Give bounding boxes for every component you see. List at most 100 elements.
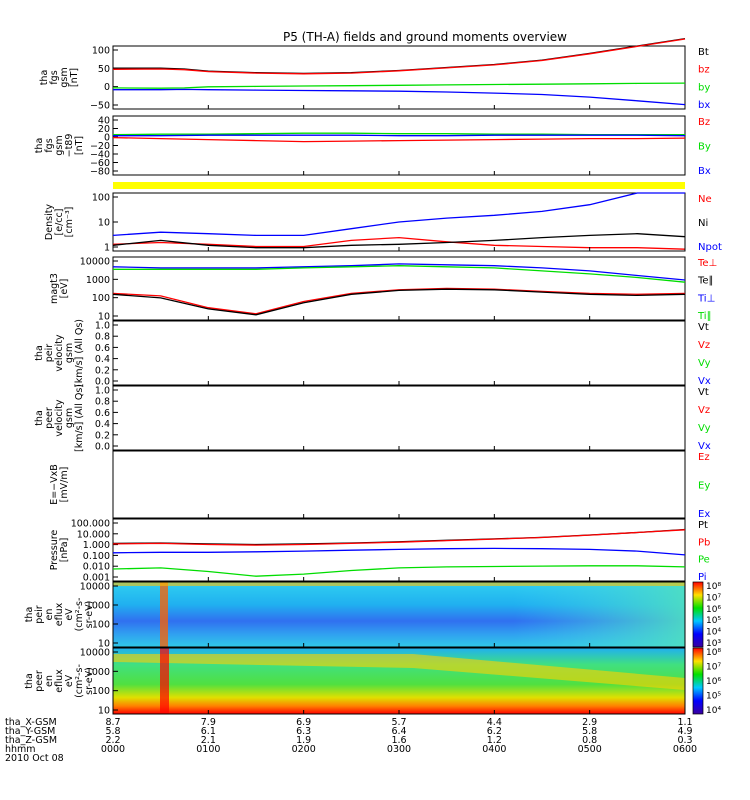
ephemeris-value: 8.7 bbox=[105, 717, 120, 728]
y-tick-label: 10000 bbox=[80, 257, 110, 268]
y-axis-label: velocity bbox=[54, 334, 65, 372]
y-tick-label: 10000 bbox=[80, 648, 110, 659]
y-axis-label: [km/s] (All Qs) bbox=[74, 384, 85, 452]
y-tick-label: 10 bbox=[98, 312, 110, 323]
ephemeris-value: 7.9 bbox=[201, 717, 216, 728]
colorbar bbox=[692, 647, 704, 715]
y-tick-label: 0.4 bbox=[95, 419, 110, 430]
panel-frame bbox=[112, 385, 686, 451]
y-tick-label: 0.6 bbox=[95, 343, 110, 354]
ephemeris-row-label: tha_Z-GSM bbox=[5, 735, 57, 746]
y-axis-label: [nT] bbox=[74, 136, 85, 155]
y-tick-label: 0 bbox=[104, 133, 110, 144]
y-tick-label: 0.100 bbox=[83, 551, 110, 562]
ephemeris-value: 6.4 bbox=[391, 726, 406, 737]
series-line bbox=[112, 288, 686, 316]
y-tick-label: 0.010 bbox=[83, 562, 110, 573]
panel-frame bbox=[112, 450, 686, 519]
spectrogram-top-band bbox=[113, 582, 685, 586]
legend-entry: Vx bbox=[698, 376, 711, 387]
y-axis-label: en bbox=[44, 609, 55, 621]
y-axis-label: gsm bbox=[64, 343, 75, 363]
y-tick-label: 100 bbox=[92, 193, 110, 204]
legend-entry: Pb bbox=[698, 537, 710, 548]
series-line bbox=[112, 82, 686, 89]
ephemeris-row-label: hhmm bbox=[5, 744, 36, 755]
legend-entry: Vx bbox=[698, 441, 711, 452]
legend-entry: bz bbox=[698, 65, 710, 76]
data-quality-bar bbox=[113, 182, 685, 189]
ephemeris-value: 0100 bbox=[196, 744, 220, 755]
legend-entry: Bz bbox=[698, 117, 710, 128]
y-tick-label: 0.6 bbox=[95, 408, 110, 419]
y-tick-label: 0.2 bbox=[95, 430, 110, 441]
legend-entry: Ez bbox=[698, 452, 710, 463]
series-line bbox=[112, 132, 685, 136]
colorbar-tick-label: 10⁷ bbox=[706, 663, 721, 673]
y-axis-label: peer bbox=[44, 407, 55, 429]
y-tick-label: 10000 bbox=[80, 582, 110, 593]
ephemeris-value: 6.3 bbox=[296, 726, 311, 737]
y-tick-label: 40 bbox=[98, 116, 110, 127]
y-axis-label: eflux bbox=[54, 602, 65, 626]
legend-entry: Pi bbox=[698, 572, 707, 583]
figure-title: P5 (TH-A) fields and ground moments over… bbox=[283, 30, 567, 44]
y-tick-label: 1.0 bbox=[95, 386, 110, 397]
colorbar-tick-label: 10⁴ bbox=[706, 706, 721, 716]
panel-magt3: 10000 1000 100 10 magt3 [eV] Te⊥ Te∥ Ti⊥ Ti∥ bbox=[49, 256, 717, 323]
ephemeris-value: 1.1 bbox=[677, 717, 692, 728]
y-axis-label: peir bbox=[44, 344, 55, 363]
legend-entry: Vz bbox=[698, 340, 710, 351]
y-tick-label: 20 bbox=[98, 124, 110, 135]
legend-entry: Vy bbox=[698, 358, 711, 369]
y-tick-label: 1.0 bbox=[95, 321, 110, 332]
series-line bbox=[112, 233, 686, 249]
ephemeris-value: 2.2 bbox=[105, 735, 120, 746]
ephemeris-value: 0000 bbox=[101, 744, 125, 755]
y-tick-label: −60 bbox=[90, 158, 110, 169]
y-tick-label: 0.0 bbox=[95, 377, 110, 388]
ephemeris-value: 0200 bbox=[292, 744, 316, 755]
colorbar-tick-label: 10⁸ bbox=[706, 648, 721, 658]
y-tick-label: 1.000 bbox=[83, 540, 110, 551]
colorbar-tick-label: 10⁵ bbox=[706, 616, 721, 626]
legend-entry: Vz bbox=[698, 405, 710, 416]
ephemeris-value: 1.2 bbox=[487, 735, 502, 746]
y-tick-label: 10 bbox=[98, 706, 110, 717]
ephemeris-value: 0.8 bbox=[582, 735, 597, 746]
y-tick-label: 100 bbox=[92, 620, 110, 631]
y-axis-label: sr-eV) bbox=[84, 667, 95, 695]
y-axis-label: [km/s] (All Qs) bbox=[74, 319, 85, 387]
ephemeris-value: 0400 bbox=[482, 744, 506, 755]
legend-entry: Vt bbox=[698, 322, 709, 333]
y-axis-label: (cm²-s- bbox=[74, 664, 85, 698]
colorbar-tick-label: 10⁸ bbox=[706, 582, 721, 592]
y-axis-label: eflux bbox=[54, 669, 65, 693]
ephemeris-value: 0300 bbox=[387, 744, 411, 755]
y-axis-label: gsm bbox=[64, 408, 75, 428]
series-line bbox=[113, 134, 686, 137]
ephemeris-value: 2.9 bbox=[582, 717, 597, 728]
ephemeris-row-label: tha_Y-GSM bbox=[5, 726, 55, 737]
legend-entry: Vt bbox=[698, 387, 709, 398]
y-axis-label: eV bbox=[64, 674, 75, 687]
y-tick-label: 10 bbox=[98, 218, 110, 229]
y-tick-label: 100 bbox=[92, 686, 110, 697]
ephemeris-value: 0600 bbox=[673, 744, 697, 755]
y-axis-label: Pressure bbox=[49, 530, 60, 571]
y-tick-label: 0.4 bbox=[95, 354, 110, 365]
colorbar-tick-label: 10⁶ bbox=[706, 605, 721, 615]
spectrogram-burst bbox=[160, 582, 168, 647]
y-tick-label: 10.000 bbox=[77, 529, 110, 540]
colorbar-tick-label: 10⁴ bbox=[706, 628, 721, 638]
legend-entry: bx bbox=[698, 100, 710, 111]
ephemeris-value: 2.1 bbox=[201, 735, 216, 746]
legend-entry: Ti∥ bbox=[697, 311, 712, 322]
series-line bbox=[112, 287, 686, 315]
y-axis-label: tha bbox=[24, 673, 35, 689]
series-line bbox=[113, 88, 686, 106]
y-axis-label: fgs bbox=[49, 70, 60, 84]
y-axis-label: gsm bbox=[59, 67, 70, 87]
series-line bbox=[112, 547, 686, 556]
